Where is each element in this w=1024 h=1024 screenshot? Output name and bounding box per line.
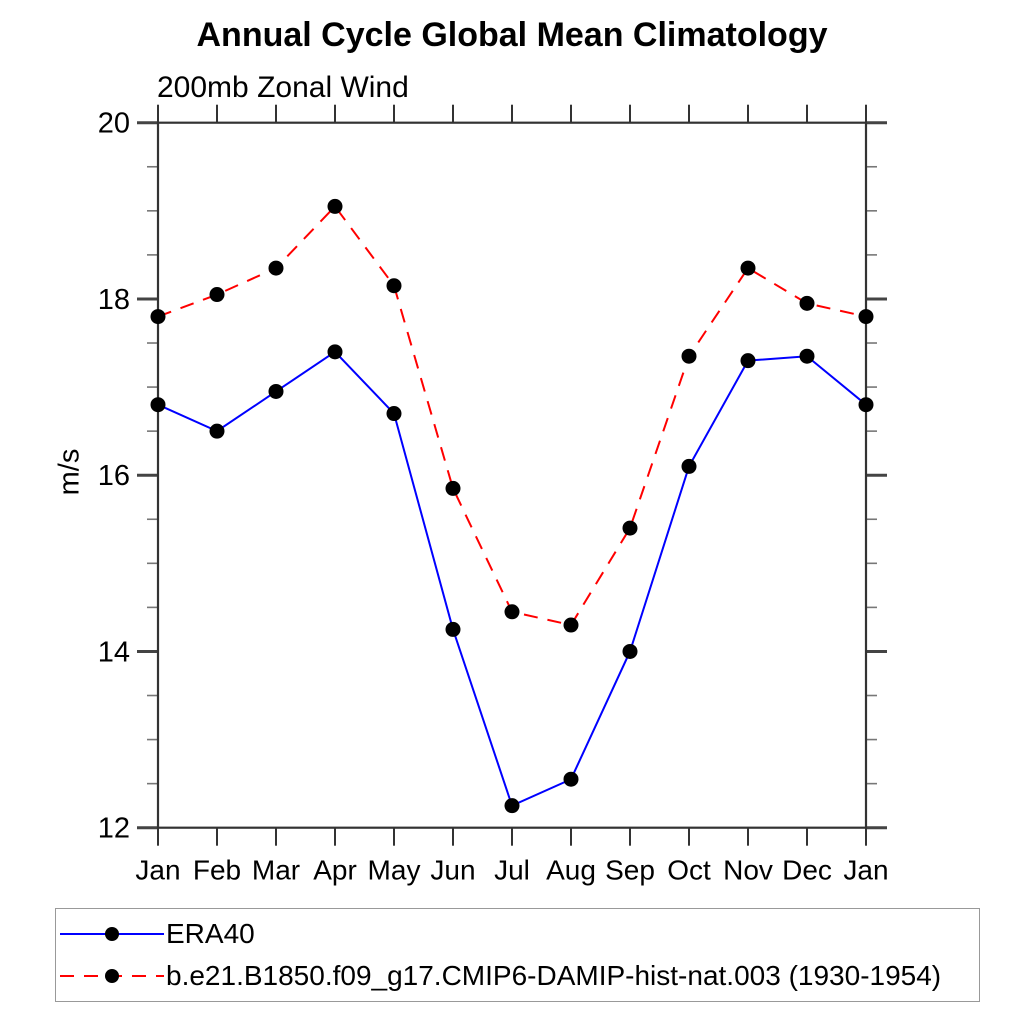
data-point-model (209, 287, 225, 303)
x-tick-label: Jan (843, 855, 888, 886)
data-point-era40 (681, 458, 697, 474)
chart-subtitle: 200mb Zonal Wind (157, 71, 409, 104)
data-point-era40 (622, 643, 638, 659)
data-point-model (327, 198, 343, 214)
data-point-era40 (563, 771, 579, 787)
data-point-model (563, 617, 579, 633)
data-point-era40 (445, 621, 461, 637)
legend-marker (105, 927, 119, 941)
data-point-model (386, 278, 402, 294)
y-tick-label: 18 (98, 284, 130, 316)
data-point-model (268, 260, 284, 276)
legend-item-label: b.e21.B1850.f09_g17.CMIP6-DAMIP-hist-nat… (166, 960, 942, 991)
chart-title: Annual Cycle Global Mean Climatology (196, 16, 828, 54)
x-tick-label: Jan (135, 855, 180, 886)
y-tick-label: 14 (98, 636, 130, 668)
x-tick-label: Sep (605, 855, 655, 886)
data-point-model (799, 295, 815, 311)
data-point-era40 (799, 348, 815, 364)
data-point-era40 (327, 344, 343, 360)
data-point-era40 (386, 406, 402, 422)
y-tick-label: 20 (98, 108, 130, 140)
y-tick-label: 12 (98, 813, 130, 845)
legend-item-model: b.e21.B1850.f09_g17.CMIP6-DAMIP-hist-nat… (60, 955, 979, 997)
axis-frame (156, 121, 868, 829)
x-tick-label: May (368, 855, 421, 886)
x-tick-label: Nov (723, 855, 773, 886)
x-tick-label: Jun (430, 855, 475, 886)
legend-marker (105, 969, 119, 983)
legend-item-era40: ERA40 (60, 913, 979, 955)
legend-line-sample (60, 969, 164, 983)
legend: ERA40 b.e21.B1850.f09_g17.CMIP6-DAMIP-his… (55, 908, 980, 1002)
data-point-era40 (150, 397, 166, 413)
y-tick-label: 16 (98, 460, 130, 492)
x-tick-label: Jul (494, 855, 530, 886)
data-point-model (740, 260, 756, 276)
x-tick-label: Dec (782, 855, 832, 886)
x-tick-label: Mar (252, 855, 300, 886)
data-point-era40 (268, 383, 284, 399)
x-tick-label: Feb (193, 855, 241, 886)
data-point-model (622, 520, 638, 536)
data-point-era40 (858, 397, 874, 413)
series-line-era40 (157, 350, 867, 808)
data-point-model (150, 309, 166, 325)
data-point-era40 (209, 423, 225, 439)
x-tick-label: Oct (667, 855, 711, 886)
legend-item-label: ERA40 (166, 918, 255, 949)
series-line-model (157, 204, 867, 627)
data-point-era40 (740, 353, 756, 369)
legend-line-sample (60, 927, 164, 941)
data-point-model (681, 348, 697, 364)
data-point-model (858, 309, 874, 325)
x-tick-label: Aug (546, 855, 596, 886)
data-point-era40 (504, 798, 520, 814)
x-tick-label: Apr (313, 855, 357, 886)
data-point-model (504, 604, 520, 620)
data-point-model (445, 480, 461, 496)
